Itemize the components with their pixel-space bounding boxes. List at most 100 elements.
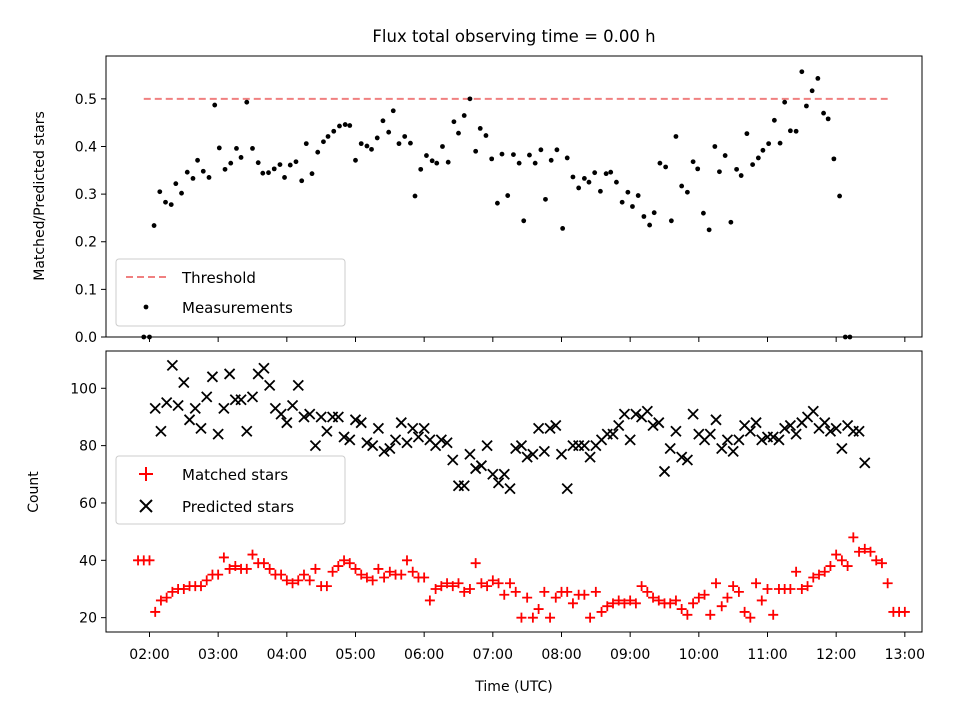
predicted-star-point [201,391,213,403]
matched-star-point [373,563,384,574]
predicted-star-point [258,362,270,374]
predicted-star-point [447,454,459,466]
measurement-point [386,129,392,135]
x-tick-label: 09:00 [610,647,650,663]
matched-star-point [607,598,618,609]
matched-star-point [298,569,309,580]
matched-legend-label: Matched stars [182,466,288,484]
count-legend-box [115,455,346,525]
matched-star-point [716,601,727,612]
measurement-point [717,169,722,175]
measurement-point [495,200,500,206]
matched-star-point [733,586,744,597]
measurement-point [200,168,206,174]
predicted-star-point [819,417,831,429]
measurement-point [673,134,679,139]
matched-star-point [785,583,796,594]
measurement-point [505,193,511,198]
measurement-point [299,178,305,184]
measurement-point [255,160,261,166]
measurement-point [402,134,408,139]
measurement-point [451,119,457,125]
predicted-star-point [750,417,762,429]
measurement-point [793,128,799,134]
predicted-star-point [189,402,201,414]
predicted-star-point [630,408,642,420]
measurement-point [712,144,718,149]
matched-star-point [442,578,453,589]
predicted-star-point [218,402,230,414]
predicted-star-point [412,431,425,443]
matched-star-point [756,595,767,606]
measurement-point [608,169,614,175]
measurement-point [766,141,772,147]
measurement-point [364,143,370,149]
matched-star-point [796,583,807,594]
measurement-point [184,169,190,175]
matched-star-point [751,578,762,589]
matched-star-point [636,581,647,592]
measurement-point [369,146,374,152]
predicted-star-point [223,368,236,380]
matched-legend-swatch [139,467,153,481]
matched-star-point [304,575,315,586]
matched-star-point [648,592,659,603]
predicted-star-point [538,445,550,457]
predicted-star-point [183,414,196,426]
measurement-point [598,188,603,194]
predicted-star-point [578,439,591,452]
predicted-star-point [670,425,682,437]
predicted-star-point [859,457,871,469]
measurement-point [440,144,445,149]
predicted-star-point [206,371,219,383]
matched-star-point [464,583,475,594]
measurement-point [647,222,653,228]
predicted-star-point [155,425,167,437]
count-y-axis-label: Count [26,471,42,513]
matched-star-point [831,549,842,560]
ratio-plot-area [141,69,888,340]
count-legend: Matched stars Predicted stars [115,455,346,525]
measurement-point [179,190,184,196]
measurement-point [728,219,734,225]
threshold-legend-label: Threshold [181,269,256,287]
matched-star-point [545,612,556,623]
measurement-point [722,153,728,158]
predicted-star-point [401,437,413,449]
matched-star-point [453,578,464,589]
measurement-point [630,204,635,209]
matched-star-point [722,592,733,603]
matched-star-point [333,561,344,572]
measurement-point [619,199,625,205]
measurement-point [538,147,544,153]
matched-star-point [436,581,447,592]
matched-star-point [825,561,836,572]
measurement-point [445,159,451,165]
measurement-point [396,141,402,147]
count-y-tick-label: 20 [79,611,97,627]
measurement-point [782,99,788,105]
predicted-star-point [664,442,676,455]
matched-star-point [768,609,779,620]
measurement-point [228,160,234,166]
ratio-y-tick-label: 0.1 [75,282,97,298]
predicted-star-point [452,480,465,492]
predicted-star-point [498,468,510,480]
ratio-y-tick-label: 0.2 [75,235,97,251]
measurement-point [168,202,174,207]
count-plot-area [133,359,910,623]
matched-star-point [276,569,287,580]
predicted-star-point [246,391,259,403]
matched-star-point [344,558,355,569]
predicted-star-point [573,439,585,452]
matched-star-point [510,586,521,597]
matched-star-point [493,578,504,589]
matched-star-point [882,578,893,589]
matched-star-point [550,592,561,603]
predicted-star-point [384,442,396,455]
predicted-star-point [464,448,476,460]
x-tick-label: 13:00 [885,647,925,663]
measurement-point [489,156,495,162]
predicted-star-point [487,468,499,480]
predicted-star-point [601,428,613,440]
